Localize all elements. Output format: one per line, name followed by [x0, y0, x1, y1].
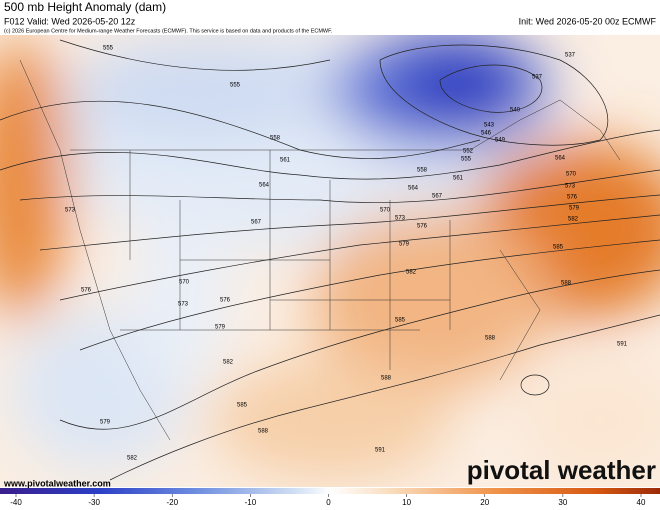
contour-label: 558: [417, 168, 428, 174]
contour: [379, 44, 609, 146]
contour-label: 573: [565, 184, 576, 190]
colorbar-tick-label: 20: [480, 498, 489, 507]
contour: [520, 374, 550, 396]
colorbar-tick-label: 30: [558, 498, 567, 507]
colorbar-ticks: -40 -30 -20 -10 0 10 20 30 40: [10, 494, 646, 507]
colorbar-tick-label: -30: [88, 498, 100, 507]
logo: pivotal weather: [467, 455, 656, 485]
contour: [59, 39, 331, 71]
contour-label: 561: [280, 158, 291, 164]
state-borders: [70, 149, 541, 381]
colorbar-tick-label: -20: [166, 498, 178, 507]
valid-time: F012 Valid: Wed 2026-05-20 12z: [4, 16, 136, 26]
contour-label: 555: [461, 157, 472, 163]
contour-label: 585: [395, 318, 406, 324]
contour-label: 561: [453, 176, 464, 182]
anomaly-field: [0, 35, 660, 487]
contour: [0, 100, 481, 159]
contour-label: 582: [223, 360, 234, 366]
contour-label: 576: [417, 224, 428, 230]
contour-label: 576: [81, 288, 92, 294]
contour-label: 573: [395, 216, 406, 222]
contour: [79, 239, 660, 351]
header-bar: [0, 0, 660, 34]
colorbar-tick-label: -40: [10, 498, 22, 507]
contour-label: 546: [481, 131, 492, 137]
contour: [59, 269, 660, 430]
contour-label: 573: [65, 208, 76, 214]
map-title: 500 mb Height Anomaly (dam): [4, 0, 166, 14]
contour: [19, 169, 660, 203]
init-time: Init: Wed 2026-05-20 00z ECMWF: [519, 16, 657, 26]
contour: [59, 214, 660, 301]
contour-label: 570: [179, 280, 190, 286]
contour-label: 573: [178, 302, 189, 308]
contour-label: 567: [432, 194, 443, 200]
colorbar: [0, 488, 660, 494]
colorbar-tick-label: 0: [326, 498, 331, 507]
contour: [0, 129, 660, 180]
contour-label: 576: [220, 298, 231, 304]
contour-label: 570: [566, 172, 577, 178]
contour-label: 564: [259, 183, 270, 189]
contour-label: 582: [127, 456, 138, 462]
contour-label: 582: [406, 270, 417, 276]
contour-label: 570: [380, 208, 391, 214]
contour-labels: 555 555 558 561 564 567 570 573 576 579 582 585 588 5…: [65, 46, 628, 462]
contour-label: 537: [532, 75, 543, 81]
contour-label: 588: [485, 336, 496, 342]
credit: (c) 2026 European Centre for Medium-rang…: [4, 28, 333, 34]
contour-label: 549: [495, 138, 506, 144]
contour-label: 588: [381, 376, 392, 382]
contour-label: 552: [463, 149, 474, 155]
contour-label: 567: [251, 220, 262, 226]
coastline: [19, 59, 621, 441]
contour-label: 588: [561, 281, 572, 287]
contour-label: 555: [230, 83, 241, 89]
contour-label: 555: [103, 46, 114, 52]
contour-label: 537: [565, 53, 576, 59]
contour-label: 591: [375, 448, 386, 454]
colorbar-tick-label: -10: [245, 498, 257, 507]
contour-label: 558: [270, 136, 281, 142]
contour-label: 588: [258, 429, 269, 435]
contour-label: 540: [510, 108, 521, 114]
contour-label: 576: [567, 195, 578, 201]
contour-label: 564: [408, 186, 419, 192]
colorbar-tick-label: 10: [402, 498, 411, 507]
contour-label: 591: [617, 342, 628, 348]
contour-label: 582: [568, 217, 579, 223]
contour: [109, 314, 660, 481]
contour: [39, 194, 660, 251]
colorbar-tick-label: 40: [637, 498, 646, 507]
contour-label: 579: [100, 420, 111, 426]
contour-label: 579: [399, 242, 410, 248]
contour-label: 564: [555, 156, 566, 162]
contour-label: 543: [484, 123, 495, 129]
contour-label: 579: [569, 206, 580, 212]
contour-label: 585: [553, 245, 564, 251]
contour-label: 585: [237, 403, 248, 409]
website: www.pivotalweather.com: [3, 478, 111, 488]
contour: [439, 64, 543, 113]
contour-label: 579: [215, 325, 226, 331]
